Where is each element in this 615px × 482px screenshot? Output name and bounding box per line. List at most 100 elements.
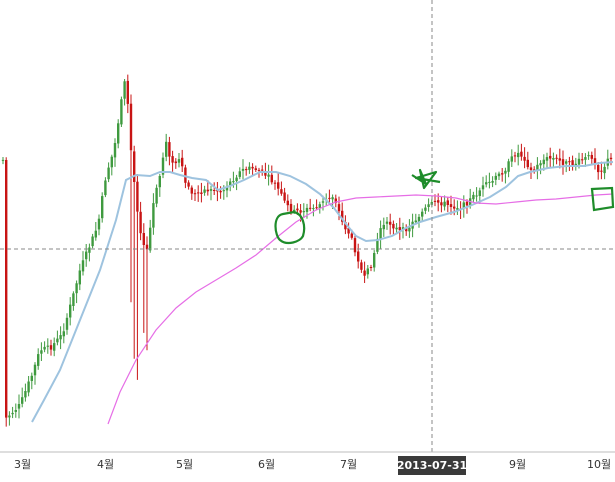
candle bbox=[142, 223, 145, 333]
candle bbox=[267, 164, 270, 186]
candle bbox=[526, 151, 529, 170]
candle bbox=[347, 222, 350, 239]
candle bbox=[113, 138, 117, 167]
candle bbox=[456, 200, 459, 215]
candle bbox=[561, 150, 565, 175]
candle bbox=[533, 166, 536, 174]
candle bbox=[17, 394, 21, 419]
candle bbox=[46, 338, 49, 354]
x-tick-label: 7월 bbox=[340, 458, 357, 471]
candle bbox=[33, 362, 37, 385]
crosshair-date-label: 2013-07-31 bbox=[397, 459, 467, 472]
candle bbox=[238, 167, 241, 180]
candle bbox=[190, 185, 193, 200]
candle bbox=[5, 157, 8, 427]
candle bbox=[40, 342, 43, 361]
candle bbox=[558, 148, 561, 169]
candle bbox=[520, 143, 523, 161]
x-tick-label: 9월 bbox=[509, 458, 526, 471]
candle bbox=[197, 185, 200, 202]
candle bbox=[158, 173, 161, 197]
candle bbox=[555, 154, 558, 165]
candle bbox=[193, 189, 197, 201]
candle bbox=[261, 165, 264, 176]
candle bbox=[379, 220, 382, 250]
candle bbox=[376, 232, 379, 255]
candle bbox=[523, 147, 526, 169]
candle bbox=[37, 348, 40, 370]
box-mark bbox=[590, 186, 615, 212]
candle bbox=[305, 203, 309, 219]
candle bbox=[584, 153, 587, 167]
candle bbox=[59, 326, 62, 350]
candle bbox=[245, 166, 248, 176]
candle bbox=[254, 165, 257, 172]
candle bbox=[8, 411, 11, 426]
candle bbox=[417, 214, 421, 228]
candle bbox=[126, 74, 129, 114]
candle bbox=[574, 157, 577, 171]
candle bbox=[65, 313, 69, 335]
candle bbox=[513, 151, 517, 163]
candle bbox=[485, 175, 488, 188]
candle bbox=[475, 187, 478, 202]
candle bbox=[277, 172, 280, 196]
candle bbox=[165, 133, 168, 162]
candle bbox=[187, 180, 190, 190]
candle bbox=[241, 159, 245, 180]
candle bbox=[229, 178, 232, 192]
star-mark bbox=[411, 168, 441, 190]
candle bbox=[286, 194, 289, 212]
candle bbox=[545, 152, 549, 169]
candle bbox=[360, 259, 363, 273]
candle bbox=[552, 152, 555, 167]
candle bbox=[270, 165, 273, 185]
candle bbox=[504, 167, 507, 184]
candle bbox=[494, 172, 497, 186]
candle bbox=[587, 151, 590, 160]
candle bbox=[177, 153, 181, 168]
candle bbox=[353, 234, 357, 257]
candle bbox=[581, 153, 584, 165]
candle bbox=[382, 217, 385, 237]
candle bbox=[81, 251, 85, 276]
candle bbox=[462, 195, 465, 218]
candle bbox=[155, 184, 158, 208]
candle bbox=[49, 339, 53, 356]
candle bbox=[11, 406, 14, 419]
candle bbox=[517, 144, 520, 166]
candle bbox=[424, 204, 427, 215]
crosshair-date-badge bbox=[398, 456, 466, 475]
candle bbox=[1, 157, 5, 165]
candle bbox=[497, 171, 501, 180]
candle bbox=[152, 193, 155, 235]
candle bbox=[392, 220, 395, 236]
x-tick-label: 6월 bbox=[258, 458, 275, 471]
candle bbox=[123, 79, 126, 106]
candle bbox=[603, 162, 606, 180]
candle bbox=[62, 323, 65, 344]
candle bbox=[334, 194, 337, 208]
candle bbox=[366, 265, 369, 279]
candle bbox=[21, 387, 24, 408]
candle bbox=[161, 152, 165, 179]
x-axis-labels: 3월 4월 5월 6월 7월 9월 10월 2013-07-31 bbox=[14, 456, 611, 475]
candle bbox=[209, 185, 213, 201]
candle bbox=[94, 222, 97, 241]
candle bbox=[133, 145, 136, 359]
candle bbox=[472, 191, 475, 203]
candle bbox=[85, 244, 88, 267]
candle bbox=[273, 180, 277, 190]
candle bbox=[357, 243, 360, 269]
candle bbox=[225, 181, 229, 198]
candle bbox=[600, 161, 603, 180]
candle bbox=[328, 189, 331, 204]
annotations-layer bbox=[274, 168, 615, 245]
candle bbox=[283, 187, 286, 204]
candle bbox=[107, 162, 110, 183]
candle bbox=[302, 203, 305, 218]
candle bbox=[181, 149, 184, 172]
circle-mark bbox=[274, 210, 306, 245]
